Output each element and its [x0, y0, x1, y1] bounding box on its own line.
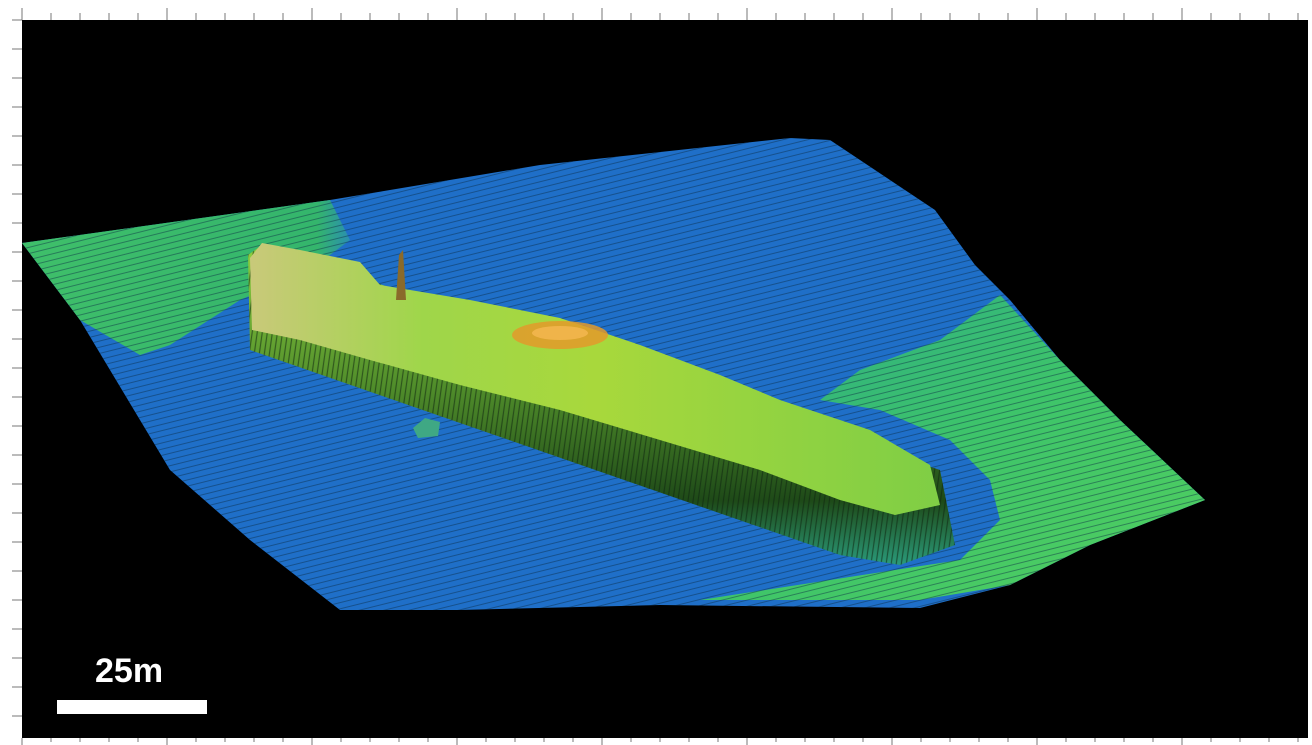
scale-bar [57, 700, 207, 714]
scale-bar-label: 25m [95, 652, 163, 690]
frame-ticks [12, 8, 1299, 745]
wreck-deck [250, 243, 940, 515]
debris [413, 418, 440, 438]
wreck-mast [396, 250, 406, 300]
